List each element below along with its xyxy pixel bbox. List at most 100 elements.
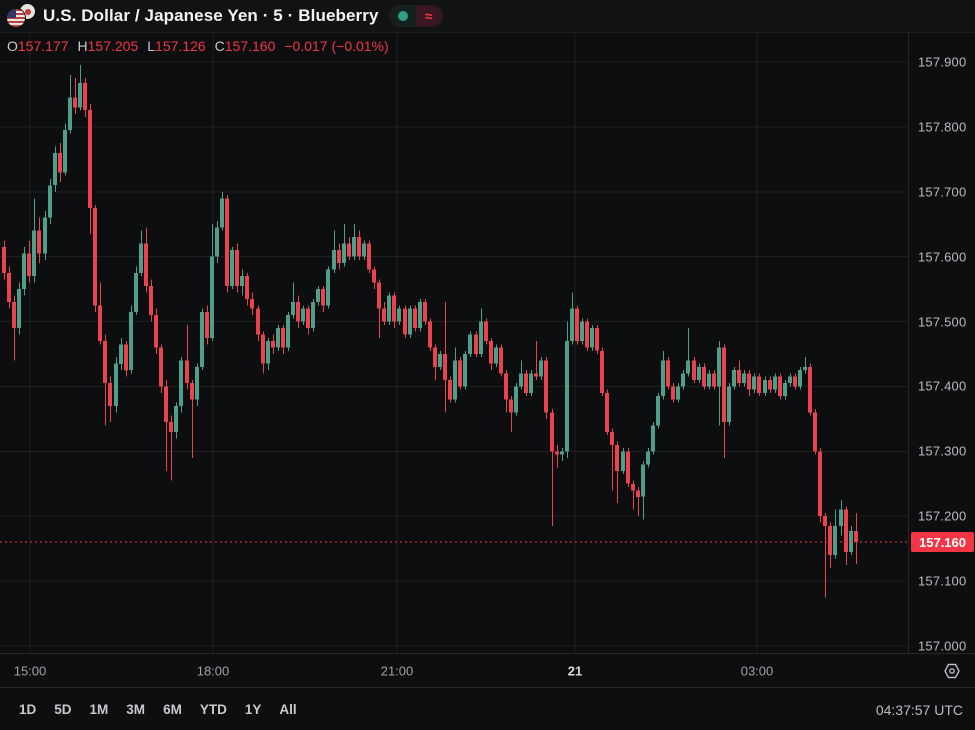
market-status-toggle[interactable]: ≈ xyxy=(388,5,443,27)
candle-down xyxy=(631,483,635,491)
candle-up xyxy=(580,321,584,342)
candle-down xyxy=(372,269,376,283)
symbol-flags-icon xyxy=(7,4,37,28)
candle-down xyxy=(382,308,386,322)
candle-up xyxy=(200,311,204,367)
status-dot-icon xyxy=(397,11,408,21)
candle-up xyxy=(78,82,82,108)
candle-up xyxy=(783,383,787,397)
candlestick-chart[interactable] xyxy=(0,0,908,653)
candle-up xyxy=(803,367,807,371)
candle-down xyxy=(306,308,310,329)
candle-up xyxy=(17,289,21,328)
candle-up xyxy=(651,425,655,452)
candle-up xyxy=(570,308,574,341)
candle-up xyxy=(646,451,650,465)
candle-down xyxy=(757,376,761,393)
candle-down xyxy=(250,298,254,309)
range-button-1m[interactable]: 1M xyxy=(81,698,118,721)
market-open-indicator xyxy=(389,6,416,26)
candle-up xyxy=(418,302,422,329)
header-bar: U.S. Dollar / Japanese Yen · 5 · Blueber… xyxy=(0,0,975,33)
candle-down xyxy=(671,386,675,400)
candle-down xyxy=(413,308,417,329)
candle-down xyxy=(666,360,670,387)
range-button-3m[interactable]: 3M xyxy=(117,698,154,721)
candle-up xyxy=(220,198,224,228)
range-button-6m[interactable]: 6M xyxy=(154,698,191,721)
candle-up xyxy=(195,367,199,400)
candle-up xyxy=(560,451,564,455)
chart-region[interactable] xyxy=(0,0,908,653)
candle-up xyxy=(316,289,320,303)
price-scale-settings-gear-icon[interactable] xyxy=(942,661,962,681)
candle-up xyxy=(210,256,214,338)
candle-down xyxy=(509,399,513,413)
candle-up xyxy=(453,360,457,400)
candle-up xyxy=(438,354,442,367)
candle-down xyxy=(793,376,797,387)
range-button-all[interactable]: All xyxy=(270,698,305,721)
us-flag-icon xyxy=(7,9,25,27)
candle-down xyxy=(813,412,817,452)
candle-down xyxy=(534,373,538,377)
candle-down xyxy=(261,334,265,364)
candle-up xyxy=(134,272,138,312)
candle-down xyxy=(88,110,92,208)
time-axis-label: 21:00 xyxy=(380,663,414,678)
candle-down xyxy=(600,350,604,393)
range-button-1y[interactable]: 1Y xyxy=(236,698,271,721)
candle-down xyxy=(474,334,478,354)
candle-up xyxy=(529,373,533,393)
candle-up xyxy=(301,308,305,322)
candle-up xyxy=(798,370,802,387)
candle-down xyxy=(428,321,432,348)
candle-down xyxy=(98,305,102,341)
candle-up xyxy=(276,328,280,348)
candle-up xyxy=(742,373,746,384)
ohlc-open: O157.177 xyxy=(7,38,69,54)
symbol-title[interactable]: U.S. Dollar / Japanese Yen · 5 · Blueber… xyxy=(43,6,379,25)
range-button-ytd[interactable]: YTD xyxy=(191,698,236,721)
candle-up xyxy=(494,347,498,364)
time-axis-label: 21 xyxy=(567,663,583,678)
price-axis-label: 157.100 xyxy=(918,573,967,589)
candle-down xyxy=(484,321,488,342)
candle-down xyxy=(692,360,696,380)
candle-down xyxy=(93,208,97,306)
candle-down xyxy=(337,250,341,264)
candle-down xyxy=(443,354,447,380)
candle-up xyxy=(326,269,330,306)
candle-down xyxy=(423,302,427,322)
candle-down xyxy=(205,311,209,338)
utc-clock[interactable]: 04:37:57 UTC xyxy=(875,701,963,718)
candle-down xyxy=(164,386,168,423)
candle-down xyxy=(585,321,589,348)
candle-down xyxy=(636,490,640,497)
candle-down xyxy=(124,344,128,371)
candle-down xyxy=(823,516,827,526)
candle-down xyxy=(108,383,112,406)
candle-down xyxy=(377,282,381,309)
candle-down xyxy=(7,272,11,303)
candle-down xyxy=(504,373,508,400)
range-button-1d[interactable]: 1D xyxy=(10,698,45,721)
candle-down xyxy=(778,376,782,397)
candle-down xyxy=(702,367,706,387)
candle-up xyxy=(53,152,57,186)
range-button-5d[interactable]: 5D xyxy=(45,698,80,721)
candle-up xyxy=(119,344,123,364)
price-axis[interactable]: 157.900 157.800 157.700 157.600 157.500 157.4… xyxy=(908,0,975,654)
candle-up xyxy=(139,243,143,273)
candle-down xyxy=(615,444,619,471)
candle-up xyxy=(468,334,472,354)
time-axis[interactable]: 15:00 18:00 21:00 21 03:00 xyxy=(0,653,975,688)
candle-down xyxy=(73,97,77,108)
price-axis-label: 157.700 xyxy=(918,184,967,200)
candle-down xyxy=(12,302,16,329)
candle-down xyxy=(595,328,599,351)
candle-down xyxy=(225,198,229,286)
candle-down xyxy=(489,341,493,364)
candle-up xyxy=(397,308,401,322)
